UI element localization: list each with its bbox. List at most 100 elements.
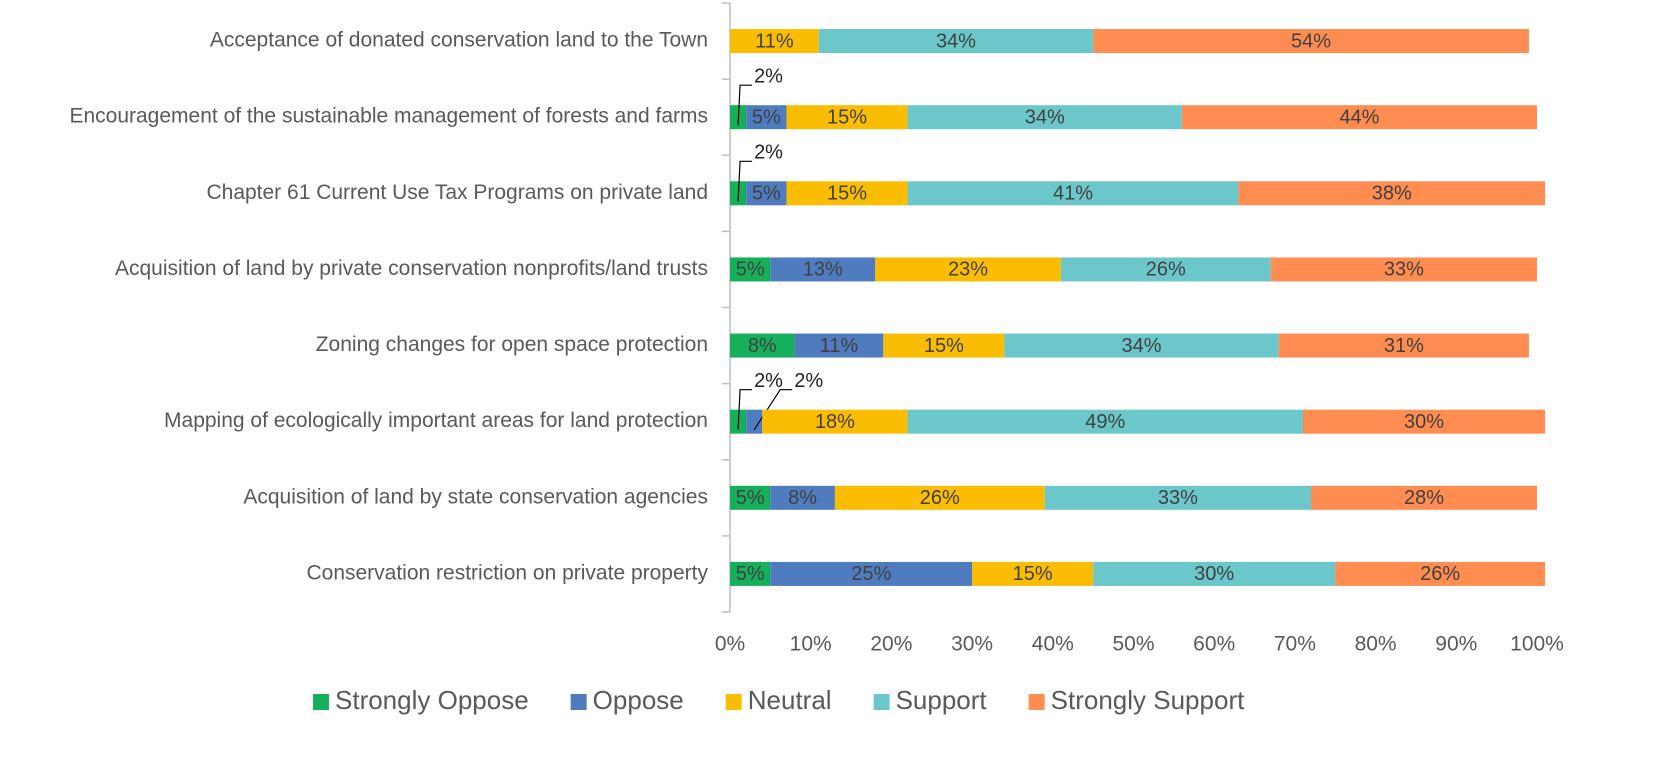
legend-label: Strongly Oppose	[335, 685, 529, 715]
data-label: 34%	[1122, 335, 1162, 357]
bar-segment	[770, 561, 973, 586]
data-label: 5%	[736, 487, 765, 509]
data-label: 2%	[754, 142, 783, 164]
category-label: Acceptance of donated conservation land …	[210, 29, 708, 52]
category-label: Mapping of ecologically important areas …	[164, 409, 708, 432]
data-label: 11%	[755, 30, 794, 52]
bar-segment	[770, 257, 876, 282]
legend-swatch	[725, 694, 742, 710]
category-label: Encouragement of the sustainable managem…	[69, 105, 708, 128]
data-label: 41%	[1053, 183, 1093, 205]
bar-segment	[730, 257, 771, 282]
data-label: 33%	[1158, 487, 1198, 509]
bar-segment	[907, 105, 1182, 130]
data-label: 26%	[920, 487, 960, 509]
bar-segment	[1311, 485, 1537, 510]
bar-segment	[883, 333, 1005, 358]
x-tick-label: 70%	[1274, 633, 1316, 656]
bar-segment	[786, 105, 908, 130]
category-label: Acquisition of land by state conservatio…	[243, 485, 708, 508]
bar-segment	[794, 333, 884, 358]
bar-segment	[746, 181, 787, 206]
x-tick-label: 100%	[1510, 633, 1564, 656]
x-tick-label: 90%	[1435, 633, 1477, 656]
x-tick-label: 30%	[951, 633, 993, 656]
legend-label: Strongly Support	[1051, 685, 1245, 715]
bar-segment	[1093, 29, 1529, 54]
category-label: Conservation restriction on private prop…	[306, 561, 708, 584]
bar-segment	[746, 409, 763, 434]
data-label: 13%	[803, 259, 843, 281]
bar-segment	[1093, 561, 1336, 586]
data-label: 30%	[1404, 411, 1444, 433]
data-label: 54%	[1291, 30, 1331, 52]
data-label: 30%	[1194, 563, 1234, 585]
bar-segment	[1278, 333, 1529, 358]
legend-swatch	[313, 694, 329, 710]
data-label: 28%	[1404, 487, 1444, 509]
bar-segment	[1238, 181, 1546, 206]
bar-segment	[1181, 105, 1537, 130]
category-label: Acquisition of land by private conservat…	[115, 257, 708, 280]
x-tick-label: 60%	[1193, 633, 1235, 656]
bar-segment	[834, 485, 1045, 510]
data-label: 31%	[1384, 335, 1424, 357]
data-label: 26%	[1146, 259, 1186, 281]
x-tick-label: 10%	[790, 633, 832, 656]
data-label: 11%	[820, 335, 859, 357]
legend-swatch	[873, 694, 890, 710]
data-label: 8%	[788, 487, 817, 509]
bar-segment	[1335, 561, 1546, 586]
legend-label: Support	[896, 685, 988, 715]
leader-line	[737, 84, 753, 126]
bar-segment	[762, 409, 908, 434]
x-tick-label: 20%	[870, 633, 912, 656]
bar-segment	[907, 181, 1239, 206]
data-label: 15%	[827, 183, 867, 205]
data-label: 2%	[754, 65, 783, 87]
data-label: 5%	[736, 259, 765, 281]
data-label: 2%	[794, 370, 823, 392]
legend-swatch	[1028, 694, 1045, 710]
bar-segment	[1302, 409, 1546, 434]
x-tick-label: 80%	[1355, 633, 1397, 656]
bar-segment	[1270, 257, 1537, 282]
data-label: 15%	[924, 335, 964, 357]
bar-segment	[730, 29, 819, 54]
data-label: 44%	[1339, 106, 1379, 128]
bar-segment	[1004, 333, 1279, 358]
data-label: 18%	[815, 411, 855, 433]
data-label: 23%	[948, 259, 988, 281]
data-label: 25%	[851, 563, 891, 585]
legend-label: Neutral	[748, 685, 832, 715]
data-label: 49%	[1085, 411, 1125, 433]
bar-segment	[875, 257, 1061, 282]
data-label: 33%	[1384, 259, 1424, 281]
bar-segment	[972, 561, 1094, 586]
bar-segment	[1060, 257, 1271, 282]
data-label: 8%	[748, 335, 777, 357]
data-label: 34%	[936, 30, 976, 52]
bar-segment	[746, 105, 787, 130]
x-tick-label: 50%	[1112, 633, 1154, 656]
bar-segment	[770, 485, 835, 510]
data-label: 15%	[827, 106, 867, 128]
bar-segment	[1044, 485, 1312, 510]
data-label: 38%	[1372, 183, 1412, 205]
leader-line	[737, 160, 753, 202]
bar-segment	[786, 181, 908, 206]
x-tick-label: 0%	[715, 633, 745, 656]
legend-label: Oppose	[593, 685, 684, 715]
data-label: 5%	[752, 106, 781, 128]
bar-segment	[730, 485, 771, 510]
bar-segment	[818, 29, 1094, 54]
bar-segment	[730, 561, 771, 586]
legend-swatch	[570, 694, 587, 710]
bar-segment	[730, 333, 795, 358]
data-label: 2%	[754, 370, 783, 392]
data-label: 34%	[1025, 106, 1065, 128]
data-label: 26%	[1420, 563, 1460, 585]
category-label: Zoning changes for open space protection	[316, 333, 708, 356]
category-label: Chapter 61 Current Use Tax Programs on p…	[206, 181, 708, 204]
